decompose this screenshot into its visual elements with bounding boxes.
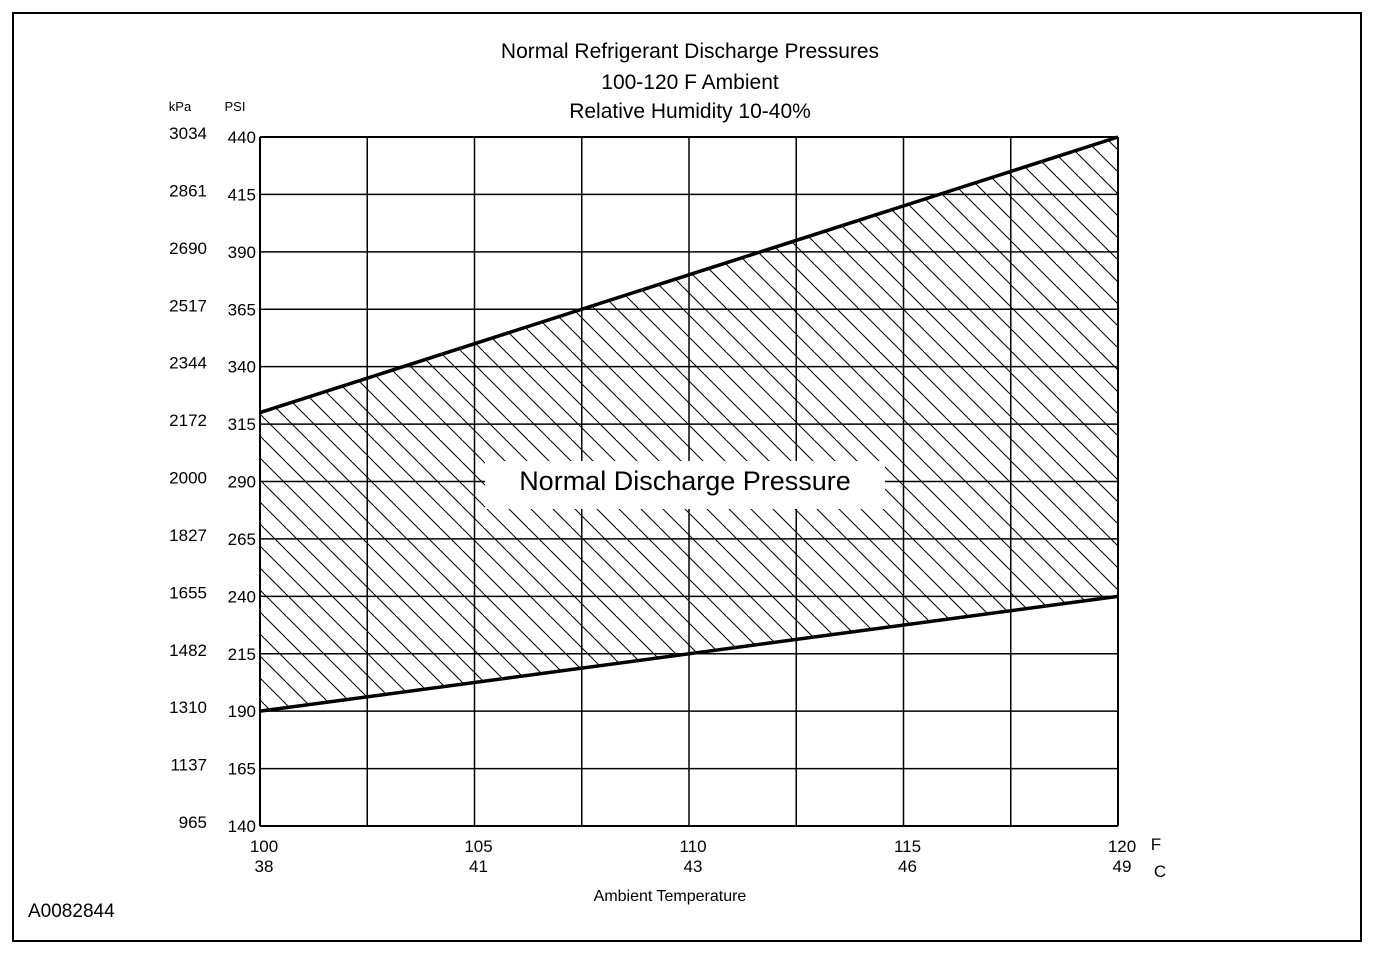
- x-tick-label-c: 41: [469, 857, 488, 876]
- x-tick-label-c: 43: [684, 857, 703, 876]
- y-tick-label-kpa: 2000: [169, 469, 207, 488]
- x-tick-label-f: 120: [1108, 837, 1136, 856]
- figure-frame: [12, 12, 1362, 942]
- y-tick-label-psi: 265: [228, 530, 256, 549]
- upper-limit-line: [259, 135, 1119, 415]
- y-unit-kpa: kPa: [168, 99, 192, 114]
- y-tick-label-psi: 165: [228, 760, 256, 779]
- x-unit-f: F: [1150, 835, 1162, 854]
- y-tick-label-psi: 440: [228, 128, 256, 147]
- y-unit-psi: PSI: [224, 99, 246, 114]
- y-tick-label-psi: 415: [228, 185, 256, 204]
- x-tick-label-c: 38: [255, 857, 274, 876]
- y-tick-label-psi: 365: [228, 300, 256, 319]
- chart-title-line-1: Normal Refrigerant Discharge Pressures: [500, 40, 880, 63]
- y-tick-label-kpa: 2861: [169, 181, 207, 200]
- y-tick-label-kpa: 1482: [169, 641, 207, 660]
- chart-title-line-3: Relative Humidity 10-40%: [569, 100, 811, 123]
- band-label: Normal Discharge Pressure: [485, 461, 885, 509]
- y-tick-label-kpa: 2690: [169, 239, 207, 258]
- x-tick-label-c: 46: [898, 857, 917, 876]
- x-tick-label-f: 110: [679, 837, 706, 856]
- y-tick-label-kpa: 965: [179, 813, 207, 832]
- y-tick-label-kpa: 1827: [169, 526, 207, 545]
- y-tick-label-kpa: 2172: [169, 411, 207, 430]
- x-unit-c: C: [1153, 862, 1167, 881]
- x-tick-label-c: 49: [1113, 857, 1132, 876]
- x-tick-label-f: 105: [464, 837, 492, 856]
- y-tick-label-kpa: 2517: [169, 296, 207, 315]
- x-tick-label-f: 100: [250, 837, 278, 856]
- y-tick-label-psi: 215: [228, 645, 256, 664]
- figure-id: A0082844: [28, 901, 115, 922]
- y-tick-label-psi: 240: [228, 587, 256, 606]
- y-tick-label-psi: 140: [228, 817, 256, 836]
- y-tick-label-kpa: 2344: [169, 354, 207, 373]
- y-tick-label-kpa: 3034: [169, 124, 207, 143]
- y-tick-label-psi: 340: [228, 358, 256, 377]
- x-tick-label-f: 115: [894, 837, 921, 856]
- x-axis-label: Ambient Temperature: [593, 888, 747, 905]
- y-tick-label-psi: 190: [228, 702, 256, 721]
- y-tick-label-psi: 290: [228, 473, 256, 492]
- y-tick-label-psi: 390: [228, 243, 256, 262]
- chart-title-line-2: 100-120 F Ambient: [601, 71, 779, 94]
- lower-limit-line: [259, 594, 1119, 713]
- y-tick-label-kpa: 1655: [169, 583, 207, 602]
- y-tick-label-psi: 315: [228, 415, 256, 434]
- y-tick-label-kpa: 1137: [170, 756, 207, 775]
- y-tick-label-kpa: 1310: [169, 698, 207, 717]
